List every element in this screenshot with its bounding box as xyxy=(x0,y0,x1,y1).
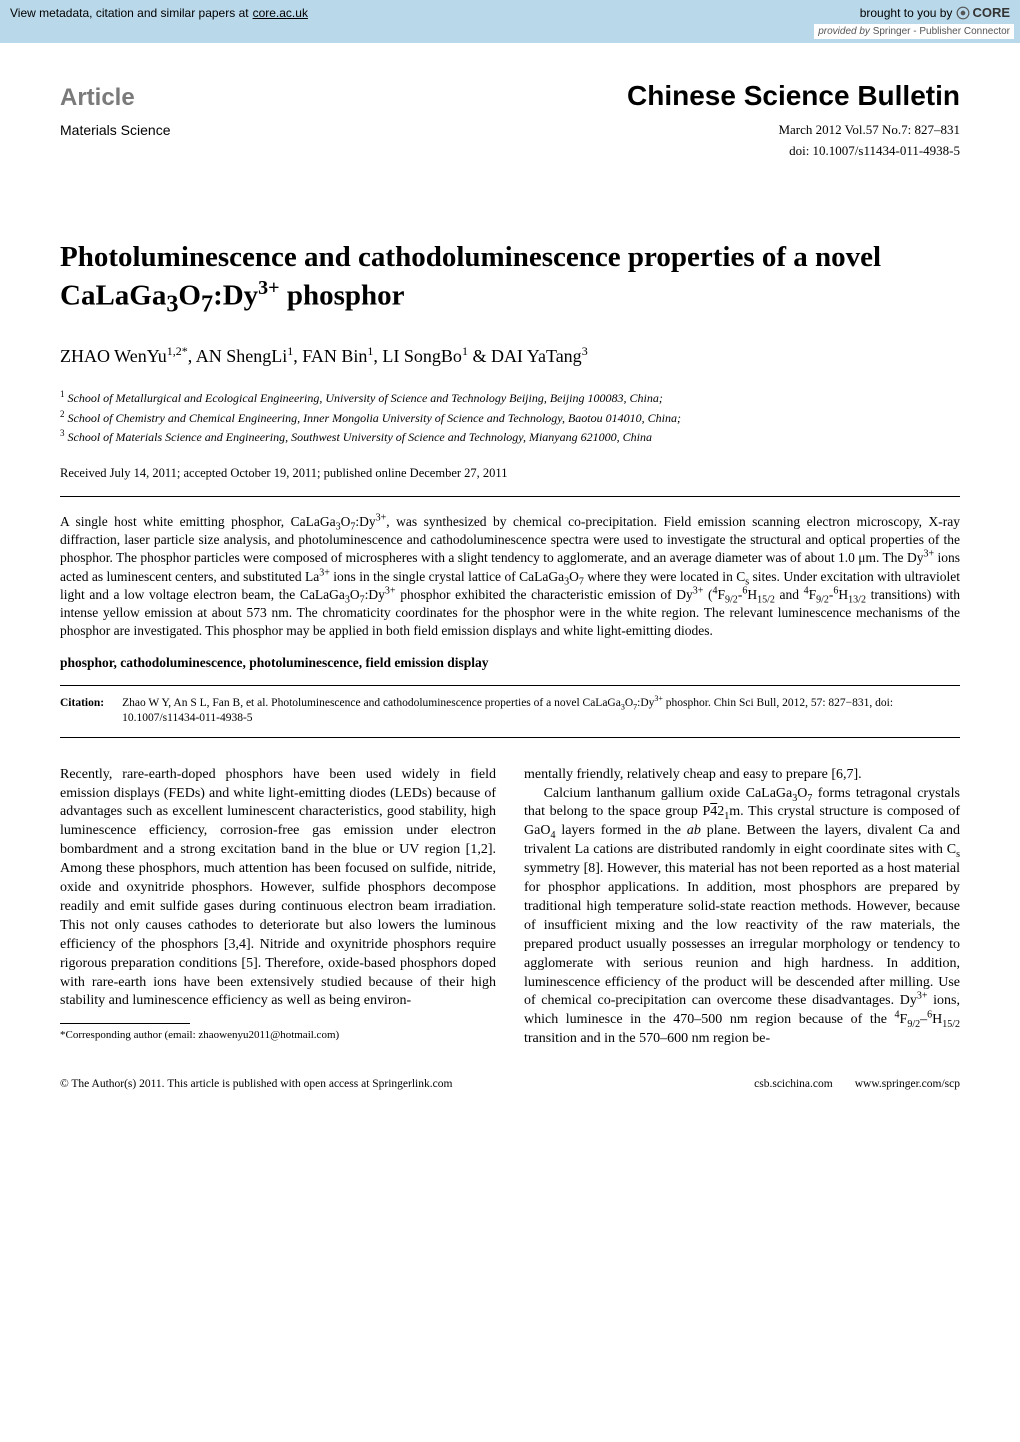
keywords: phosphor, cathodoluminescence, photolumi… xyxy=(60,654,960,672)
brought-label: brought to you by xyxy=(860,5,953,21)
affiliation-1: 1 School of Metallurgical and Ecological… xyxy=(60,388,960,406)
paper-title: Photoluminescence and cathodoluminescenc… xyxy=(60,239,960,319)
footnote-separator xyxy=(60,1023,190,1024)
body-columns: Recently, rare-earth-doped phosphors hav… xyxy=(60,766,960,1049)
core-logo[interactable]: CORE xyxy=(956,4,1010,22)
provided-prefix: provided by xyxy=(818,26,872,37)
core-logo-icon xyxy=(956,6,970,20)
title-sub2: 7 xyxy=(201,290,213,317)
received-line: Received July 14, 2011; accepted October… xyxy=(60,465,960,482)
citation-text: Zhao W Y, An S L, Fan B, et al. Photolum… xyxy=(122,696,960,727)
issue-info: March 2012 Vol.57 No.7: 827–831 xyxy=(778,121,960,140)
page-footer: © The Author(s) 2011. This article is pu… xyxy=(60,1077,960,1093)
provided-value: Springer - Publisher Connector xyxy=(873,26,1010,37)
citation-block: Citation: Zhao W Y, An S L, Fan B, et al… xyxy=(60,696,960,727)
title-line1: Photoluminescence and cathodoluminescenc… xyxy=(60,241,881,273)
sub-header: Materials Science March 2012 Vol.57 No.7… xyxy=(60,121,960,140)
doi-line: doi: 10.1007/s11434-011-4938-5 xyxy=(60,142,960,160)
title-after: :Dy xyxy=(213,279,258,311)
title-sub1: 3 xyxy=(166,290,178,317)
section-name: Materials Science xyxy=(60,121,171,140)
footer-copyright: © The Author(s) 2011. This article is pu… xyxy=(60,1077,452,1093)
body-col1-p1: Recently, rare-earth-doped phosphors hav… xyxy=(60,766,496,1012)
citation-label: Citation: xyxy=(60,696,104,727)
corresponding-footnote: *Corresponding author (email: zhaowenyu2… xyxy=(60,1028,496,1043)
article-label: Article xyxy=(60,82,135,114)
provided-bar: provided by Springer - Publisher Connect… xyxy=(0,24,1020,44)
core-banner: View metadata, citation and similar pape… xyxy=(0,0,1020,24)
rule-mid1 xyxy=(60,685,960,686)
core-link[interactable]: core.ac.uk xyxy=(253,5,308,21)
abstract: A single host white emitting phosphor, C… xyxy=(60,513,960,641)
footer-link-2[interactable]: www.springer.com/scp xyxy=(855,1077,960,1093)
core-banner-left: View metadata, citation and similar pape… xyxy=(10,5,308,21)
affiliations: 1 School of Metallurgical and Ecological… xyxy=(60,388,960,445)
title-suffix: phosphor xyxy=(280,279,405,311)
authors: ZHAO WenYu1,2*, AN ShengLi1, FAN Bin1, L… xyxy=(60,343,960,368)
affiliation-3: 3 School of Materials Science and Engine… xyxy=(60,427,960,445)
page-content: Article Chinese Science Bulletin Materia… xyxy=(0,43,1020,1133)
body-col2-p2: Calcium lanthanum gallium oxide CaLaGa3O… xyxy=(524,785,960,1049)
affiliation-2: 2 School of Chemistry and Chemical Engin… xyxy=(60,408,960,426)
core-banner-right: brought to you by CORE xyxy=(860,4,1010,22)
title-sup: 3+ xyxy=(258,277,279,299)
footer-link-1[interactable]: csb.scichina.com xyxy=(754,1077,833,1093)
core-logo-text: CORE xyxy=(972,4,1010,22)
rule-mid2 xyxy=(60,737,960,738)
core-banner-label: View metadata, citation and similar pape… xyxy=(10,5,249,21)
body-col2-p1: mentally friendly, relatively cheap and … xyxy=(524,766,960,785)
header-row: Article Chinese Science Bulletin xyxy=(60,77,960,115)
journal-name: Chinese Science Bulletin xyxy=(627,77,960,115)
rule-top xyxy=(60,496,960,497)
title-compound-mid: O xyxy=(178,279,201,311)
title-compound-prefix: CaLaGa xyxy=(60,279,166,311)
